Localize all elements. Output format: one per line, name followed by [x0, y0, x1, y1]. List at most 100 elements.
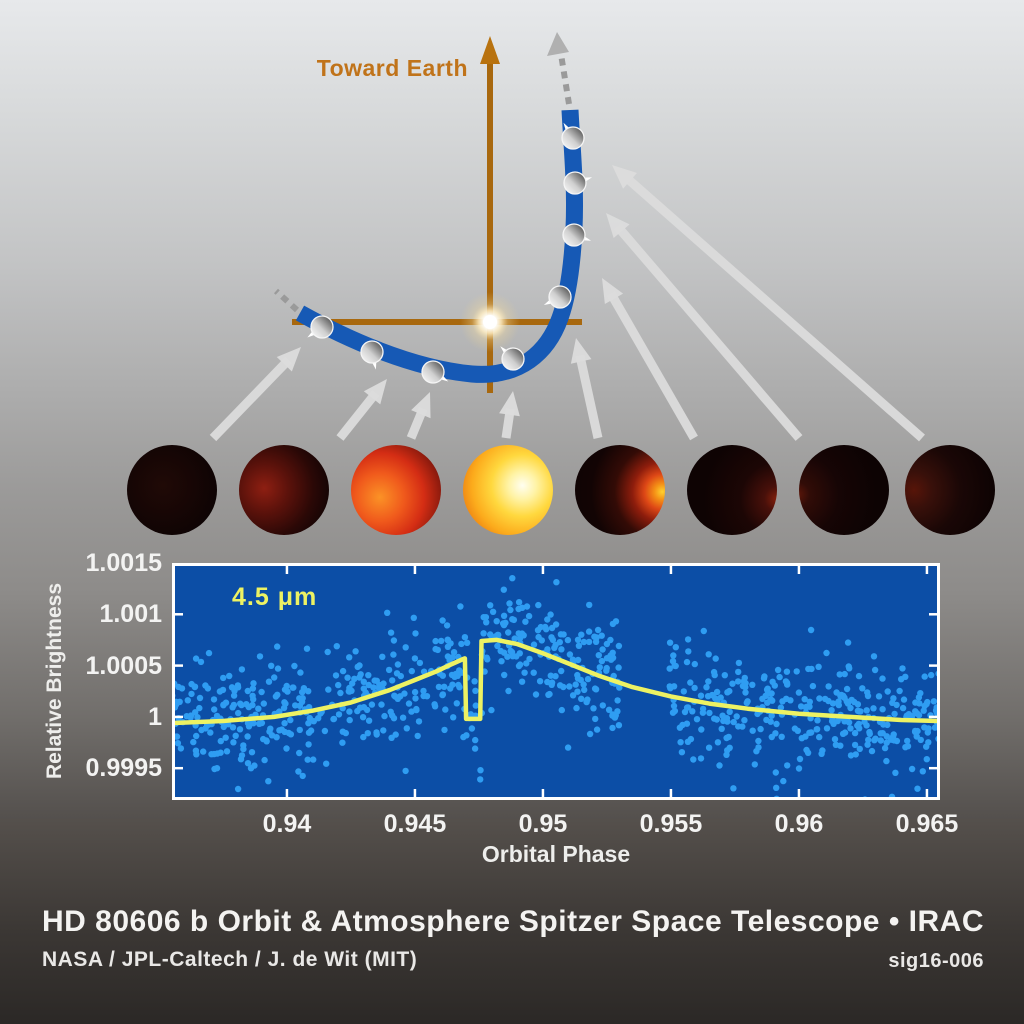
data-point — [808, 729, 815, 736]
data-point — [237, 700, 244, 707]
data-point — [803, 746, 810, 754]
data-point — [596, 664, 603, 671]
data-point — [586, 730, 594, 738]
data-point — [844, 639, 852, 646]
data-point — [591, 685, 599, 692]
data-point — [726, 744, 733, 751]
data-point — [841, 670, 848, 678]
data-point — [835, 698, 842, 705]
data-point — [290, 684, 297, 691]
data-point — [685, 648, 692, 655]
data-point — [816, 733, 823, 741]
caption-bar: HD 80606 b Orbit & Atmosphere NASA / JPL… — [0, 905, 1024, 973]
orbit-planet-marker — [360, 340, 384, 364]
data-point — [453, 700, 460, 707]
data-point — [585, 638, 593, 646]
data-point — [753, 748, 760, 755]
data-point — [552, 673, 559, 680]
data-point — [534, 627, 542, 634]
data-point — [463, 732, 470, 739]
data-point — [411, 655, 419, 662]
data-point — [780, 777, 787, 785]
data-point — [397, 672, 404, 680]
data-point — [610, 672, 617, 680]
data-point — [863, 707, 870, 714]
data-point — [472, 736, 479, 744]
data-point — [265, 678, 273, 685]
data-point — [333, 643, 340, 650]
data-point — [594, 626, 602, 634]
data-point — [323, 760, 330, 767]
data-point — [352, 648, 359, 655]
data-point — [346, 708, 353, 715]
data-point — [249, 685, 257, 692]
data-point — [558, 706, 565, 714]
data-point — [764, 685, 771, 692]
data-point — [893, 701, 900, 709]
data-point — [871, 666, 879, 674]
data-point — [384, 609, 391, 616]
data-point — [879, 706, 886, 713]
data-point — [265, 778, 272, 785]
data-point — [412, 630, 419, 637]
data-point — [574, 671, 581, 679]
data-point — [599, 646, 606, 653]
data-point — [284, 688, 291, 695]
data-point — [697, 692, 705, 699]
data-point — [569, 656, 577, 663]
data-point — [607, 656, 615, 663]
data-point — [734, 678, 742, 685]
data-point — [763, 716, 770, 724]
data-point — [691, 660, 698, 668]
data-point — [823, 649, 830, 657]
data-point — [816, 695, 823, 702]
data-point — [841, 729, 849, 736]
data-point — [190, 738, 197, 746]
data-point — [609, 649, 616, 656]
data-point — [705, 744, 713, 751]
data-point — [687, 679, 694, 686]
data-point — [703, 684, 710, 691]
data-point — [773, 720, 780, 728]
data-point — [814, 717, 821, 724]
data-point — [931, 724, 938, 731]
data-point — [716, 762, 723, 769]
data-point — [258, 688, 265, 696]
data-point — [438, 637, 445, 645]
data-point — [420, 687, 427, 695]
data-point — [494, 642, 501, 650]
data-point — [410, 614, 417, 621]
light-curve-plot — [172, 563, 940, 800]
data-point — [193, 732, 200, 740]
data-point — [450, 649, 458, 656]
illumination-arrowhead — [606, 213, 630, 239]
data-point — [306, 714, 313, 722]
data-point — [607, 636, 614, 644]
data-point — [222, 734, 229, 741]
planet-phase-sphere-5 — [575, 445, 665, 535]
data-point — [394, 661, 402, 668]
data-point — [890, 695, 897, 702]
data-point — [921, 673, 928, 680]
data-point — [461, 634, 469, 641]
data-point — [536, 678, 544, 685]
data-point — [360, 733, 367, 741]
data-point — [500, 586, 507, 593]
data-point — [783, 668, 791, 675]
data-point — [584, 675, 592, 683]
data-point — [904, 737, 911, 745]
data-point — [281, 699, 288, 706]
data-point — [451, 673, 458, 680]
data-point — [477, 767, 484, 774]
data-point — [566, 651, 574, 658]
data-point — [700, 627, 707, 635]
data-point — [706, 709, 713, 717]
data-point — [917, 690, 924, 697]
data-point — [174, 733, 180, 740]
data-point — [457, 603, 464, 610]
data-point — [809, 682, 817, 690]
data-point — [739, 682, 747, 690]
data-point — [712, 695, 719, 702]
data-point — [870, 653, 878, 660]
data-point — [411, 688, 419, 696]
